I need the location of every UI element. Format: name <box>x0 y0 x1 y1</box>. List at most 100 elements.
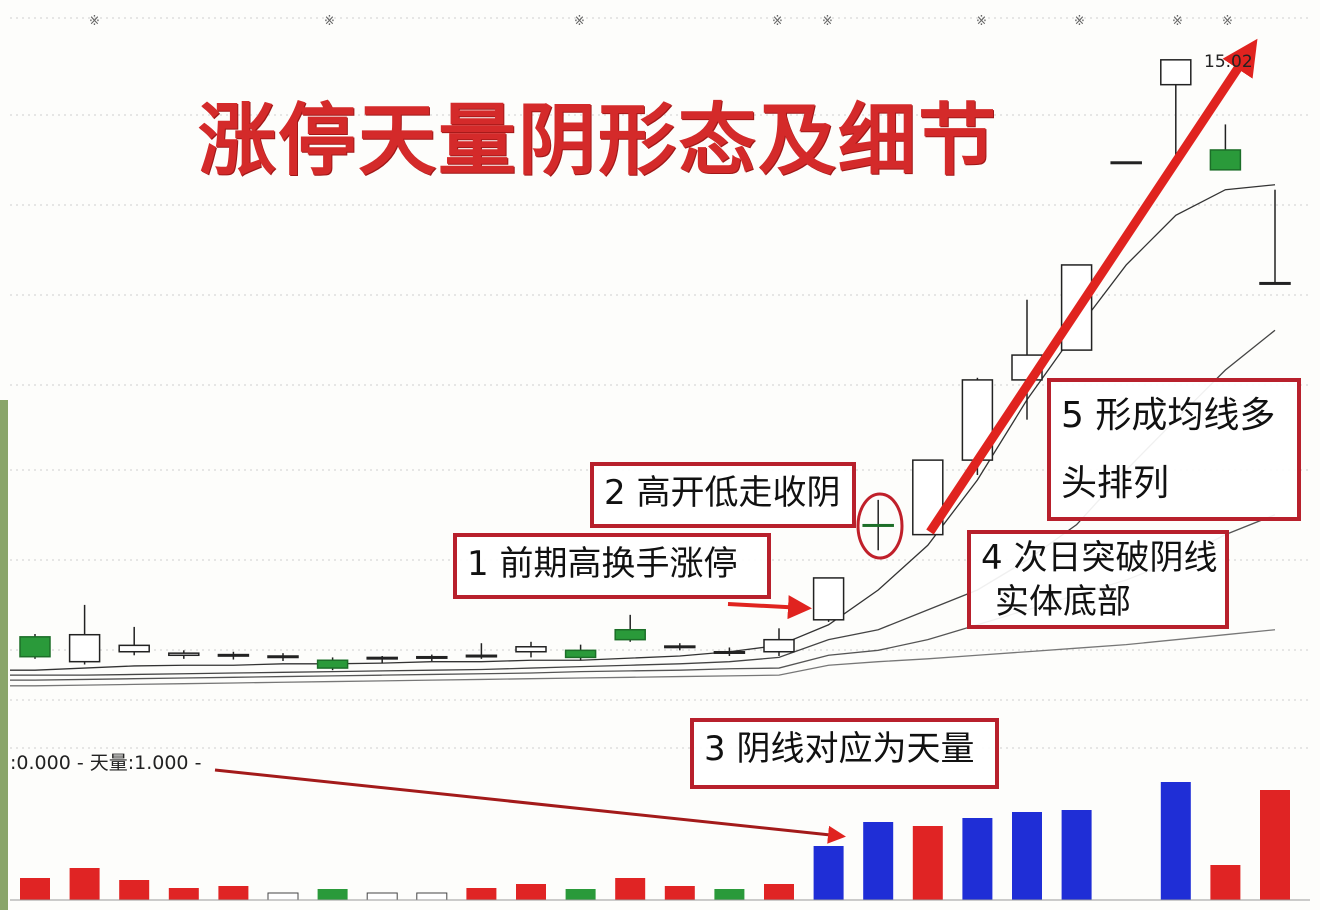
volume-bar <box>416 892 448 901</box>
volume-bar <box>119 880 150 900</box>
candle <box>366 655 398 664</box>
event-marker: ※ <box>1074 14 1085 29</box>
chart-title: 涨停天量阴形态及细节 <box>198 96 999 186</box>
annotation-1: 1 前期高换手涨停 <box>453 533 771 599</box>
event-marker: ※ <box>1172 14 1183 29</box>
candle <box>564 644 597 661</box>
annotation-2: 2 高开低走收阴 <box>590 462 856 528</box>
candle-body <box>812 577 845 621</box>
candle-body <box>664 645 696 649</box>
annotation-5-line2: 头排列 <box>1061 463 1170 504</box>
left-edge <box>0 400 8 910</box>
candle <box>267 653 299 661</box>
moving-average-line <box>10 629 1276 687</box>
candle <box>416 654 448 661</box>
high-price-label: 15.02 <box>1204 52 1253 72</box>
candle <box>614 614 646 642</box>
candle <box>1160 59 1192 165</box>
candle <box>763 628 795 656</box>
candle <box>1209 124 1242 171</box>
candle-body <box>862 523 894 527</box>
candle-body <box>1259 281 1291 285</box>
candle-body <box>267 655 299 659</box>
volume-bar <box>466 888 497 900</box>
candle-body <box>912 459 944 536</box>
candle-body <box>465 654 498 658</box>
candle-body <box>416 655 448 659</box>
candle <box>515 641 547 658</box>
arrow-to-volume <box>214 768 846 844</box>
volume-bar <box>516 884 546 900</box>
candle <box>19 633 51 659</box>
volume-bars <box>10 782 1310 901</box>
candle-body <box>564 649 597 659</box>
volume-bar <box>863 822 894 900</box>
candle <box>713 647 746 656</box>
candle-body <box>168 652 200 657</box>
candle-body <box>713 650 746 654</box>
candle-body <box>763 638 795 653</box>
volume-bar <box>1061 810 1092 900</box>
candle <box>812 577 845 622</box>
volume-bar <box>69 868 100 900</box>
candle-body <box>1160 59 1192 86</box>
arrow-to-limit-up <box>727 595 812 620</box>
candle <box>1259 189 1291 285</box>
candle-body <box>316 659 349 669</box>
candle-body <box>366 656 398 660</box>
trend-arrow <box>926 38 1258 535</box>
doji-highlight-circle <box>856 492 904 560</box>
volume-bar <box>714 889 745 900</box>
candle <box>664 643 696 651</box>
candle <box>217 651 250 660</box>
candle-body <box>1110 161 1142 165</box>
volume-bar <box>764 884 794 900</box>
candle <box>1110 161 1142 165</box>
volume-bar <box>20 878 50 900</box>
volume-bar <box>218 886 249 900</box>
volume-bar <box>565 889 596 900</box>
volume-bar <box>1260 790 1290 900</box>
volume-bar <box>912 826 943 900</box>
candle <box>118 626 150 656</box>
annotation-4-line1: 4 次日突破阴线 <box>981 538 1218 578</box>
event-marker: ※ <box>324 14 335 29</box>
event-marker: ※ <box>89 14 100 29</box>
moving-average-line <box>10 184 1276 671</box>
volume-bar <box>366 892 398 901</box>
annotation-1-text: 1 前期高换手涨停 <box>467 544 738 584</box>
candles <box>19 59 1291 671</box>
volume-bar <box>664 886 695 900</box>
candle-body <box>1209 149 1242 171</box>
volume-bar <box>1160 782 1191 900</box>
annotation-3: 3 阴线对应为天量 <box>690 718 999 789</box>
candle <box>316 657 349 671</box>
candle-body <box>217 653 250 657</box>
candle-body <box>118 644 150 653</box>
volume-bar <box>813 846 844 900</box>
event-marker: ※ <box>1222 14 1233 29</box>
annotation-5: 5 形成均线多 头排列 <box>1047 378 1301 521</box>
candle-body <box>68 633 101 663</box>
event-marker: ※ <box>772 14 783 29</box>
event-marker: ※ <box>822 14 833 29</box>
volume-bar <box>962 818 993 900</box>
event-marker: ※ <box>574 14 585 29</box>
candle-body <box>515 646 547 653</box>
volume-bar <box>1210 865 1241 900</box>
annotation-5-line1: 5 形成均线多 <box>1061 395 1276 436</box>
annotation-3-text: 3 阴线对应为天量 <box>704 729 975 769</box>
annotation-2-text: 2 高开低走收阴 <box>604 473 841 513</box>
volume-bar <box>267 892 299 901</box>
volume-bar <box>168 888 199 900</box>
annotation-4: 4 次日突破阴线 实体底部 <box>967 530 1229 629</box>
candle-body <box>614 628 646 641</box>
candle <box>1060 264 1093 351</box>
volume-bar <box>1012 812 1042 900</box>
candle <box>68 604 101 665</box>
candle <box>465 643 498 659</box>
candle <box>961 377 994 476</box>
candle-body <box>19 636 51 658</box>
